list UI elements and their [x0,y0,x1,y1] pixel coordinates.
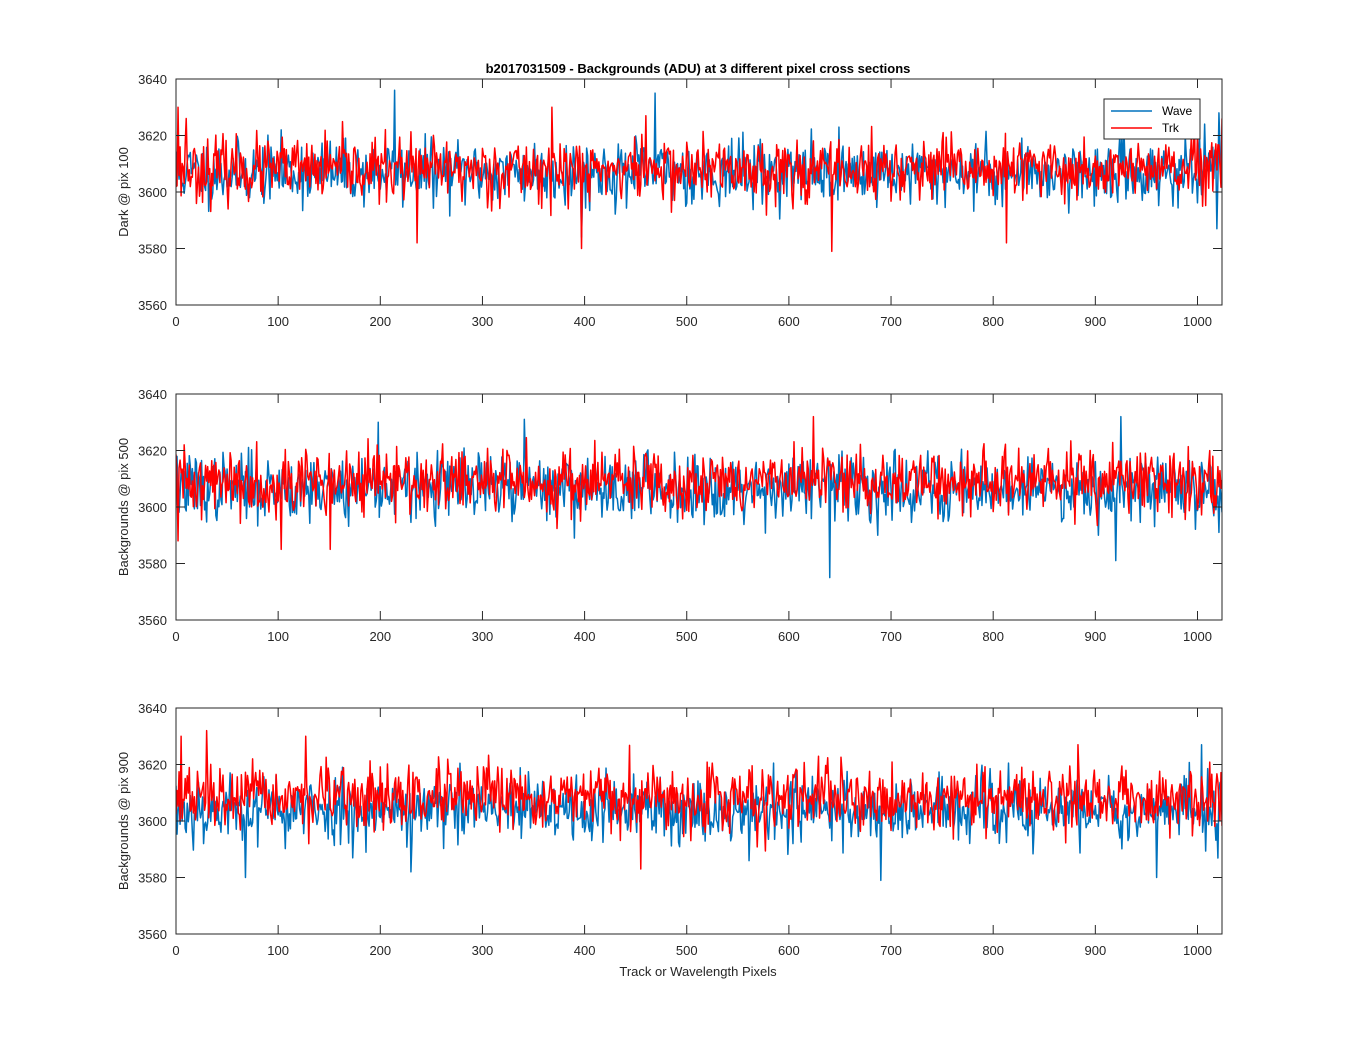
x-tick-label: 0 [172,629,179,644]
x-tick-label: 1000 [1183,943,1212,958]
x-tick-label: 300 [472,943,494,958]
y-tick-label: 3640 [138,72,167,87]
y-tick-label: 3620 [138,444,167,459]
x-tick-label: 100 [267,314,289,329]
series-line-wave [176,415,1222,579]
x-tick-label: 400 [574,943,596,958]
x-tick-label: 500 [676,943,698,958]
x-tick-label: 900 [1084,629,1106,644]
series-group [176,415,1222,579]
y-tick-label: 3620 [138,129,167,144]
x-tick-label: 500 [676,629,698,644]
x-tick-label: 100 [267,629,289,644]
y-tick-label: 3640 [138,701,167,716]
x-tick-label: 700 [880,314,902,329]
series-group [176,89,1222,253]
x-tick-label: 800 [982,629,1004,644]
x-tick-label: 200 [369,314,391,329]
x-tick-label: 600 [778,314,800,329]
x-tick-label: 300 [472,314,494,329]
y-tick-label: 3560 [138,927,167,942]
y-tick-label: 3560 [138,613,167,628]
x-tick-label: 500 [676,314,698,329]
y-axis-label: Dark @ pix 100 [116,147,131,237]
x-tick-label: 200 [369,629,391,644]
axes-top: 0 100 200 300 400 500 600 700 800 900 1000 3560 3580… [116,72,1223,329]
x-tick-label: 0 [172,314,179,329]
y-tick-label: 3560 [138,298,167,313]
y-tick-label: 3580 [138,871,167,886]
x-tick-label: 1000 [1183,629,1212,644]
plot-area [176,394,1222,620]
y-tick-label: 3580 [138,557,167,572]
x-tick-label: 200 [369,943,391,958]
x-tick-label: 700 [880,943,902,958]
y-tick-label: 3580 [138,242,167,257]
x-tick-label: 800 [982,314,1004,329]
x-tick-label: 100 [267,943,289,958]
y-tick-label: 3600 [138,185,167,200]
x-tick-label: 700 [880,629,902,644]
series-group [176,729,1222,882]
x-tick-label: 900 [1084,943,1106,958]
series-line-trk [176,106,1222,253]
series-line-trk [176,415,1222,551]
y-tick-label: 3600 [138,814,167,829]
x-tick-label: 0 [172,943,179,958]
chart-title: b2017031509 - Backgrounds (ADU) at 3 dif… [486,61,911,76]
x-tick-label: 400 [574,314,596,329]
x-tick-label: 400 [574,629,596,644]
x-tick-label: 800 [982,943,1004,958]
x-axis-label: Track or Wavelength Pixels [619,964,777,979]
x-tick-label: 600 [778,629,800,644]
y-tick-label: 3600 [138,500,167,515]
legend-label-trk: Trk [1162,121,1180,135]
axes-middle: 0 100 200 300 400 500 600 700 800 900 1000 3560 3580… [116,387,1223,644]
y-tick-label: 3640 [138,387,167,402]
x-tick-label: 1000 [1183,314,1212,329]
legend: Wave Trk [1103,98,1201,140]
x-tick-label: 600 [778,943,800,958]
y-axis-label: Backgrounds @ pix 500 [116,438,131,576]
legend-label-wave: Wave [1162,104,1193,118]
x-tick-label: 900 [1084,314,1106,329]
x-tick-label: 300 [472,629,494,644]
y-tick-label: 3620 [138,758,167,773]
y-axis-label: Backgrounds @ pix 900 [116,752,131,890]
series-line-trk [176,729,1222,870]
axes-bottom: 0 100 200 300 400 500 600 700 800 900 1000 3560 3580… [116,701,1223,958]
legend-box [1103,98,1201,140]
